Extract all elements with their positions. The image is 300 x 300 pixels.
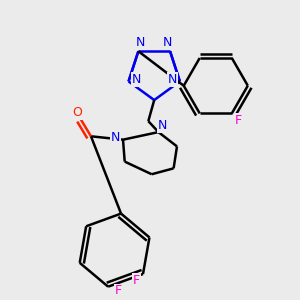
Text: F: F	[115, 284, 122, 297]
Text: N: N	[136, 36, 146, 49]
Text: N: N	[111, 130, 120, 144]
Text: N: N	[131, 73, 141, 86]
Text: F: F	[133, 274, 140, 287]
Text: F: F	[235, 114, 242, 127]
Text: O: O	[73, 106, 82, 119]
Text: N: N	[163, 36, 172, 49]
Text: N: N	[158, 119, 167, 132]
Text: N: N	[168, 73, 177, 86]
